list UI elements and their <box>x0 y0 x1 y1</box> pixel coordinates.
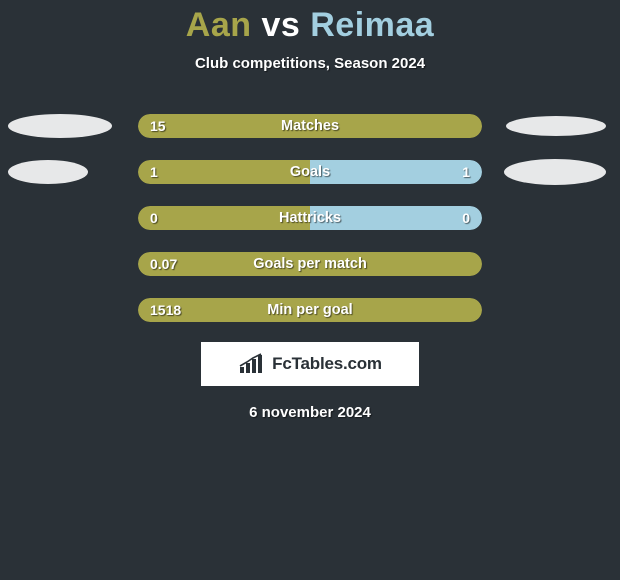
stat-value-left: 0.07 <box>150 256 177 272</box>
player2-name: Reimaa <box>310 6 434 44</box>
subtitle: Club competitions, Season 2024 <box>0 55 620 72</box>
stat-value-left: 1 <box>150 164 158 180</box>
stat-bar: 15 Matches <box>138 114 482 138</box>
bar-left-fill <box>138 160 310 184</box>
stat-bar: 0.07 Goals per match <box>138 252 482 276</box>
bar-right-fill <box>310 160 482 184</box>
stat-row: 15 Matches <box>0 114 620 138</box>
date-text: 6 november 2024 <box>0 404 620 421</box>
accent-ellipse-left <box>8 160 88 184</box>
stat-label: Min per goal <box>267 302 352 318</box>
stat-value-left: 15 <box>150 118 166 134</box>
vs-text: vs <box>261 6 300 44</box>
stat-label: Goals per match <box>253 256 367 272</box>
branding-logo: FcTables.com <box>201 342 419 386</box>
stat-bar: 0 Hattricks 0 <box>138 206 482 230</box>
stat-value-right: 1 <box>462 164 470 180</box>
comparison-infographic: Aan vs Reimaa Club competitions, Season … <box>0 0 620 580</box>
accent-ellipse-right <box>504 159 606 185</box>
stat-label: Goals <box>290 164 330 180</box>
stat-value-left: 1518 <box>150 302 181 318</box>
bar-chart-icon <box>238 353 268 375</box>
page-title: Aan vs Reimaa <box>0 6 620 45</box>
stat-bar: 1518 Min per goal <box>138 298 482 322</box>
stat-row: 1518 Min per goal <box>0 298 620 322</box>
accent-ellipse-left <box>8 114 112 138</box>
stat-label: Hattricks <box>279 210 341 226</box>
branding-text: FcTables.com <box>272 354 382 374</box>
stat-value-left: 0 <box>150 210 158 226</box>
stat-value-right: 0 <box>462 210 470 226</box>
stat-rows: 15 Matches 1 Goals 1 0 Hattricks <box>0 114 620 322</box>
stat-row: 0.07 Goals per match <box>0 252 620 276</box>
stat-row: 0 Hattricks 0 <box>0 206 620 230</box>
stat-row: 1 Goals 1 <box>0 160 620 184</box>
stat-bar: 1 Goals 1 <box>138 160 482 184</box>
accent-ellipse-right <box>506 116 606 136</box>
player1-name: Aan <box>186 6 252 44</box>
stat-label: Matches <box>281 118 339 134</box>
